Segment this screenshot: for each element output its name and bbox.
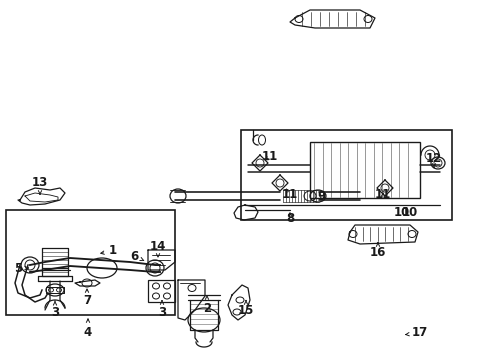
Text: 5: 5 xyxy=(14,261,28,274)
Text: 6: 6 xyxy=(130,249,143,262)
Text: 16: 16 xyxy=(369,243,386,258)
Bar xyxy=(148,280,175,302)
Text: 1: 1 xyxy=(101,244,117,257)
Text: 9: 9 xyxy=(317,190,325,203)
Bar xyxy=(6,210,175,315)
Text: 10: 10 xyxy=(401,207,417,220)
Text: 13: 13 xyxy=(32,175,48,194)
Text: 7: 7 xyxy=(83,289,91,306)
Text: 3: 3 xyxy=(158,301,166,320)
Text: 8: 8 xyxy=(285,211,293,225)
Text: 11: 11 xyxy=(374,188,390,201)
Text: 17: 17 xyxy=(405,327,427,339)
Text: 4: 4 xyxy=(84,319,92,338)
Bar xyxy=(241,130,451,220)
Text: 11: 11 xyxy=(281,188,298,201)
Text: 2: 2 xyxy=(203,296,211,315)
Bar xyxy=(309,142,419,198)
Text: 14: 14 xyxy=(149,239,166,257)
Text: 11: 11 xyxy=(262,150,278,163)
Text: 10: 10 xyxy=(393,207,409,220)
Text: 12: 12 xyxy=(425,152,441,167)
Text: 15: 15 xyxy=(237,301,254,316)
Text: 3: 3 xyxy=(51,301,59,320)
